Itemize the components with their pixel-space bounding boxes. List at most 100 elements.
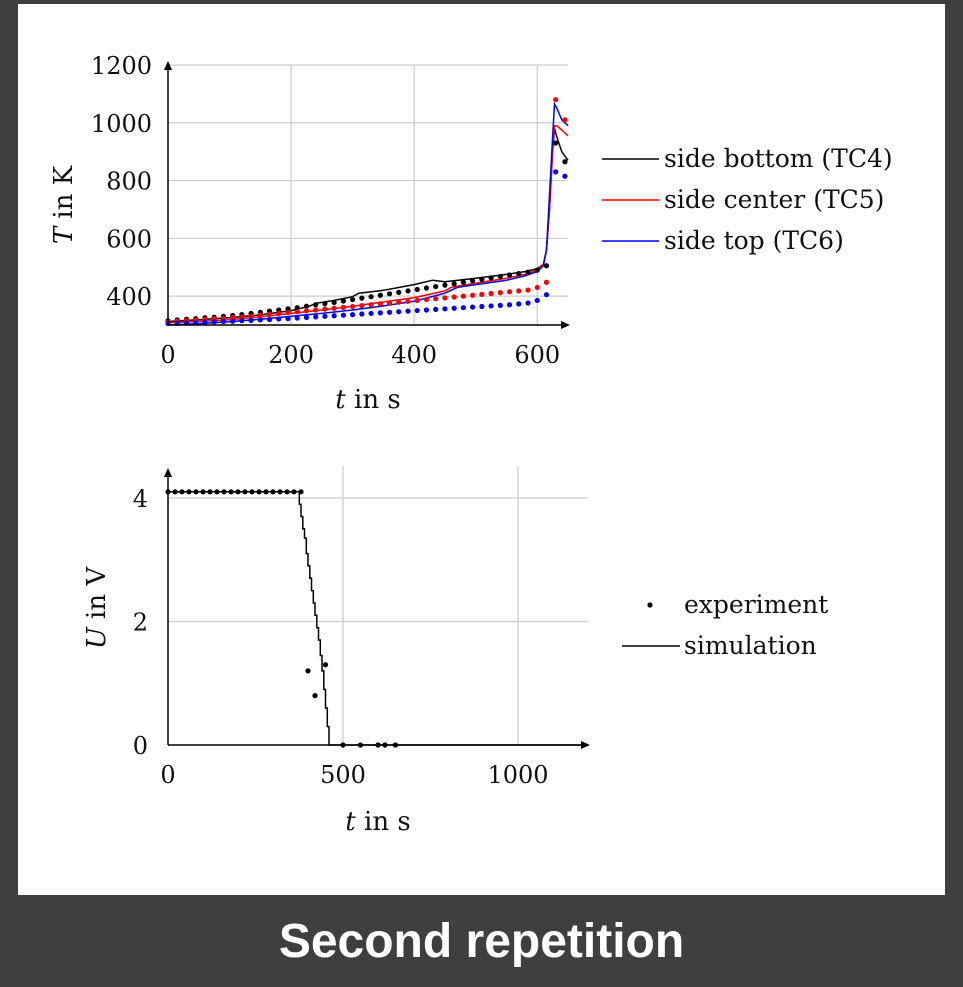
x-tick-label: 1000 [487, 761, 548, 789]
data-point-0 [488, 275, 494, 281]
data-point-2 [405, 308, 411, 314]
x-tick-label: 400 [391, 341, 437, 369]
data-point-2 [442, 306, 448, 312]
data-point-2 [276, 316, 282, 322]
data-point-1 [414, 297, 420, 304]
data-point-0 [359, 295, 365, 301]
data-point-1 [405, 298, 411, 304]
data-point-2 [331, 313, 337, 319]
data-point-0 [294, 305, 300, 311]
data-point-2 [377, 310, 383, 316]
data-point-1 [257, 312, 263, 318]
data-point-0 [331, 299, 337, 306]
simulation-line [168, 491, 588, 746]
data-point-2 [230, 318, 236, 324]
data-point-2 [266, 316, 273, 323]
data-point-0 [396, 289, 402, 295]
legend-label: side bottom (TC4) [664, 144, 893, 173]
experiment-point [242, 489, 248, 495]
data-point-0 [285, 306, 291, 312]
data-point-1 [377, 301, 383, 307]
data-point-0 [340, 298, 346, 304]
data-point-2 [396, 309, 402, 315]
data-point-0 [543, 263, 550, 269]
data-point-2 [470, 304, 476, 310]
data-point-1 [396, 299, 402, 305]
data-point-1 [230, 314, 236, 321]
voltage-grid [168, 466, 588, 745]
data-point-0 [562, 159, 568, 165]
experiment-point [263, 489, 269, 495]
data-point-1 [479, 291, 485, 297]
data-point-1 [423, 296, 430, 303]
experiment-point [298, 489, 304, 495]
series-line-2 [167, 101, 569, 326]
data-point-2 [423, 307, 430, 313]
data-point-0 [460, 279, 466, 285]
data-point-2 [451, 305, 457, 311]
temperature-legend: side bottom (TC4) side center (TC5) side t… [602, 144, 893, 255]
voltage-series [168, 491, 588, 746]
data-point-2 [543, 292, 550, 298]
data-point-2 [294, 315, 300, 321]
temperature-chart: 0 200 400 600 400 600 800 1000 1200 t in s T in … [49, 52, 893, 415]
data-point-1 [340, 304, 346, 310]
data-point-2 [479, 303, 485, 310]
experiment-point [207, 489, 213, 495]
data-point-1 [368, 302, 374, 308]
y-tick-label: 0 [133, 732, 148, 760]
legend-label: side top (TC6) [664, 226, 844, 255]
experiment-point [256, 489, 262, 495]
voltage-axes [164, 468, 590, 749]
data-point-0 [386, 291, 393, 297]
data-point-2 [303, 314, 310, 321]
data-point-0 [506, 272, 513, 278]
data-point-0 [350, 296, 356, 303]
data-point-0 [442, 282, 448, 288]
data-point-2 [350, 312, 356, 318]
voltage-points [165, 489, 399, 748]
data-point-1 [331, 305, 337, 311]
y-axis-arrow [164, 61, 172, 70]
data-point-1 [359, 303, 365, 309]
y-tick-label: 800 [106, 168, 152, 196]
data-point-0 [322, 301, 328, 307]
data-point-1 [562, 117, 568, 123]
experiment-point [172, 489, 178, 495]
data-point-2 [488, 303, 494, 309]
experiment-point [200, 489, 206, 495]
experiment-point [228, 489, 234, 495]
y-tick-label: 1200 [91, 52, 152, 80]
data-point-2 [257, 317, 263, 323]
data-point-1 [525, 287, 531, 293]
data-point-1 [248, 313, 254, 319]
data-point-2 [340, 312, 346, 318]
data-point-2 [414, 307, 420, 314]
data-point-1 [497, 290, 503, 296]
data-point-0 [479, 276, 485, 282]
data-point-1 [276, 310, 282, 317]
data-point-1 [285, 309, 291, 316]
data-point-2 [516, 301, 522, 307]
y-tick-label: 4 [133, 485, 148, 513]
y-tick-label: 2 [133, 609, 148, 637]
data-point-1 [451, 294, 457, 300]
data-point-1 [239, 314, 245, 320]
experiment-point [221, 489, 227, 495]
experiment-point [193, 489, 199, 495]
data-point-1 [534, 284, 540, 291]
legend-label: side center (TC5) [664, 185, 884, 214]
x-tick-label: 0 [160, 761, 175, 789]
data-point-2 [322, 313, 328, 319]
data-point-2 [534, 297, 540, 304]
data-point-2 [553, 169, 559, 175]
y-tick-label: 1000 [91, 110, 152, 138]
data-point-0 [525, 269, 531, 275]
data-point-1 [313, 307, 319, 313]
data-point-2 [285, 316, 291, 322]
data-point-0 [368, 294, 374, 300]
x-axis-arrow [561, 321, 570, 329]
experiment-point [270, 489, 276, 495]
